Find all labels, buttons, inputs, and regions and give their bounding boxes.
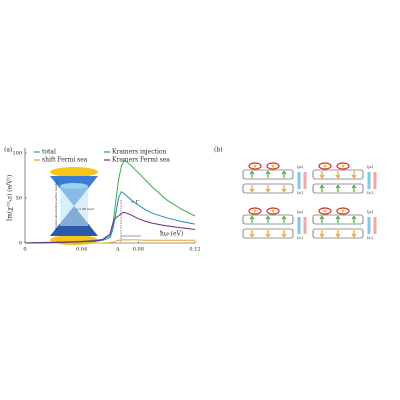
spin-arrow	[265, 185, 271, 193]
panel-label: (a)	[4, 147, 12, 154]
spin-arrow	[351, 171, 357, 179]
photon-icon	[323, 209, 327, 213]
line-series	[24, 211, 196, 244]
photon-icon	[341, 164, 345, 168]
spin-arrow	[319, 184, 325, 192]
spin-arrow	[319, 215, 325, 223]
photon-icon	[271, 164, 275, 168]
band-box	[242, 169, 294, 180]
x-tick-label: 0.12	[189, 247, 200, 253]
spin-arrow	[281, 230, 287, 238]
inset-label: photon absorption active bands	[54, 182, 58, 230]
state-label: ⟨εᵢ⟩	[367, 235, 373, 240]
photon-icon	[266, 162, 280, 170]
x-axis-label: ħω (eV)	[160, 231, 183, 238]
spin-arrow	[335, 171, 341, 179]
y-tick-label: 100	[12, 151, 22, 157]
spin-arrow	[249, 170, 255, 178]
photon-icon	[318, 162, 332, 170]
state-label: ⟨ρᵢ⟩	[297, 209, 304, 214]
photon-icon	[336, 162, 350, 170]
photon-icon	[266, 207, 280, 215]
photon-icon	[253, 164, 257, 168]
y-tick-label: 50	[16, 196, 22, 202]
line-series	[25, 239, 195, 244]
band-box	[242, 228, 294, 239]
band-box	[312, 228, 364, 239]
spin-arrow	[281, 170, 287, 178]
photon-icon	[248, 207, 262, 215]
state-label: ⟨ρᵢ⟩	[367, 209, 374, 214]
x-tick-label: 0.04	[76, 247, 87, 253]
x-tick-label: 0	[23, 247, 26, 253]
photon-icon	[323, 164, 327, 168]
photon-icon	[336, 207, 350, 215]
spin-arrow	[351, 230, 357, 238]
photon-icon	[341, 209, 345, 213]
photon-icon	[271, 209, 275, 213]
spin-arrow	[265, 230, 271, 238]
inset-label: μ = 60 meV	[76, 207, 95, 211]
spin-arrow	[281, 185, 287, 193]
spin-arrow	[335, 215, 341, 223]
x-tick-label: 0.08	[133, 247, 144, 253]
state-label: ⟨ρᵢ⟩	[297, 164, 304, 169]
photon-icon	[253, 209, 257, 213]
spin-arrow	[335, 230, 341, 238]
spin-arrow	[319, 171, 325, 179]
spin-arrow	[249, 230, 255, 238]
y-tick-label: 0	[19, 241, 22, 247]
state-label: ⟨εᵢ⟩	[297, 235, 303, 240]
legend-label: shift Fermi sea	[42, 157, 88, 164]
band-box	[242, 183, 294, 194]
spin-arrow	[335, 184, 341, 192]
spin-arrow	[249, 185, 255, 193]
band-box	[312, 214, 364, 225]
annotation: Δ	[116, 247, 120, 253]
photon-icon	[248, 162, 262, 170]
band-box	[242, 214, 294, 225]
photon-icon	[318, 207, 332, 215]
legend-label: Kramers Fermi sea	[112, 157, 170, 164]
y-axis-label: Im(χ⁽²⁾ₓz) (e/V²)	[7, 175, 14, 221]
spin-arrow	[319, 230, 325, 238]
panel-label: (b)	[214, 147, 223, 154]
band-box	[312, 183, 364, 194]
legend-label: total	[42, 149, 56, 156]
state-label: ⟨εᵢ⟩	[367, 190, 373, 195]
state-label: ⟨ρᵢ⟩	[367, 164, 374, 169]
spin-arrow	[265, 170, 271, 178]
band-box	[312, 169, 364, 180]
spin-arrow	[265, 215, 271, 223]
spin-arrow	[351, 184, 357, 192]
spin-arrow	[249, 215, 255, 223]
spin-arrow	[281, 215, 287, 223]
state-label: ⟨εᵢ⟩	[297, 190, 303, 195]
spin-arrow	[351, 215, 357, 223]
diagram: ⟨ρᵢ⟩ ⟨εᵢ⟩ ⟨ρᵢ⟩ ⟨εᵢ⟩ ⟨ρᵢ⟩ ⟨εᵢ⟩ ⟨ρᵢ⟩ ⟨εᵢ⟩	[242, 162, 377, 240]
legend-label: Kramers injection	[112, 149, 167, 156]
